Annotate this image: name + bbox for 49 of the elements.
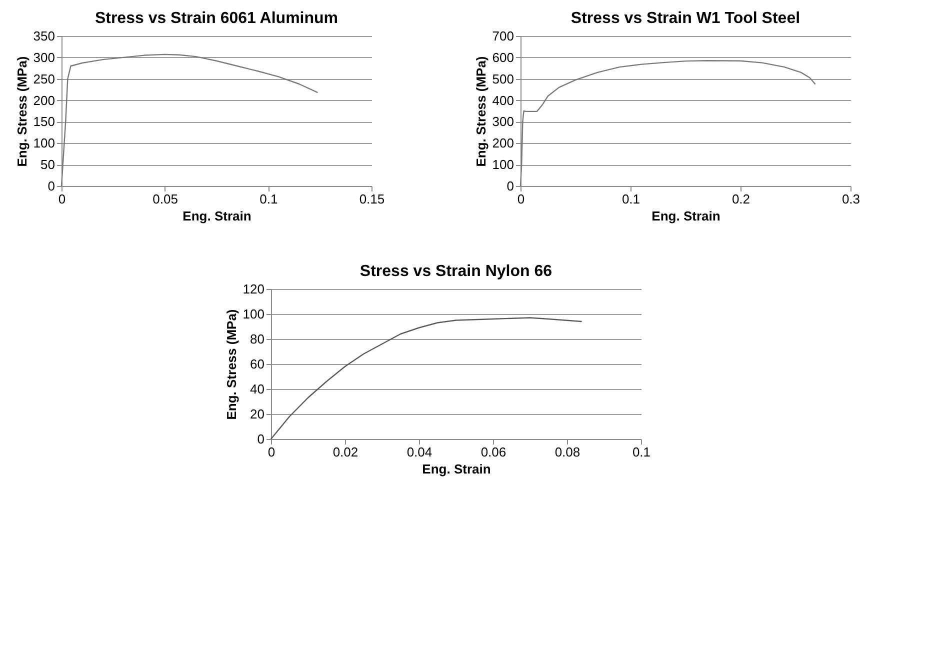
y-tick-label: 0	[257, 432, 264, 446]
line-series	[520, 60, 816, 187]
x-tick-label: 0.05	[152, 192, 178, 206]
y-tick-label: 50	[40, 157, 55, 172]
x-tick-label: 0.3	[842, 192, 860, 206]
y-tick-label: 700	[492, 28, 514, 44]
y-tick-label: 350	[33, 28, 55, 44]
x-tick-label: 0.1	[622, 192, 640, 206]
y-tick-label: 20	[250, 406, 264, 422]
y-tick-label: 250	[33, 71, 55, 86]
y-tick-label: 200	[492, 136, 514, 151]
line-series	[270, 317, 582, 440]
y-tick-label: 60	[250, 356, 264, 372]
x-axis-title: Eng. Strain	[422, 462, 491, 476]
x-tick-label: 0.08	[554, 444, 580, 460]
y-tick-label: 0	[506, 178, 514, 194]
y-tick-label: 40	[250, 382, 264, 396]
y-tick-label: 300	[33, 50, 55, 65]
x-tick-label: 0	[268, 444, 276, 460]
chart-title: Stress vs Strain W1 Tool Steel	[570, 10, 800, 27]
y-tick-label: 300	[492, 114, 514, 130]
x-tick-label: 0	[517, 192, 525, 206]
chart-title: Stress vs Strain 6061 Aluminum	[94, 10, 338, 27]
x-axis-title: Eng. Strain	[182, 208, 252, 224]
y-tick-label: 0	[48, 178, 55, 194]
y-tick-label: 100	[242, 306, 264, 322]
y-axis-title: Eng. Stress (MPa)	[14, 56, 30, 167]
x-tick-label: 0	[58, 192, 66, 206]
y-tick-label: 600	[492, 50, 514, 65]
y-tick-label: 200	[33, 92, 55, 108]
y-tick-label: 500	[492, 71, 514, 86]
x-tick-label: 0.04	[406, 444, 432, 460]
y-axis-title: Eng. Stress (MPa)	[224, 309, 239, 420]
y-tick-label: 100	[492, 157, 514, 172]
x-axis-title: Eng. Strain	[652, 208, 720, 224]
y-tick-label: 400	[492, 92, 514, 108]
x-tick-label: 0.06	[480, 444, 506, 460]
x-tick-label: 0.2	[732, 192, 750, 206]
y-tick-label: 100	[33, 136, 55, 151]
x-tick-label: 0.15	[359, 192, 385, 206]
chart-title: Stress vs Strain Nylon 66	[360, 263, 552, 280]
x-tick-label: 0.1	[260, 192, 278, 206]
x-tick-label: 0.02	[332, 444, 358, 460]
y-tick-label: 80	[250, 332, 264, 346]
y-axis-title: Eng. Stress (MPa)	[473, 56, 488, 167]
y-tick-label: 120	[242, 282, 264, 296]
line-series	[60, 54, 318, 187]
y-tick-label: 150	[33, 114, 55, 130]
x-tick-label: 0.1	[632, 444, 651, 460]
